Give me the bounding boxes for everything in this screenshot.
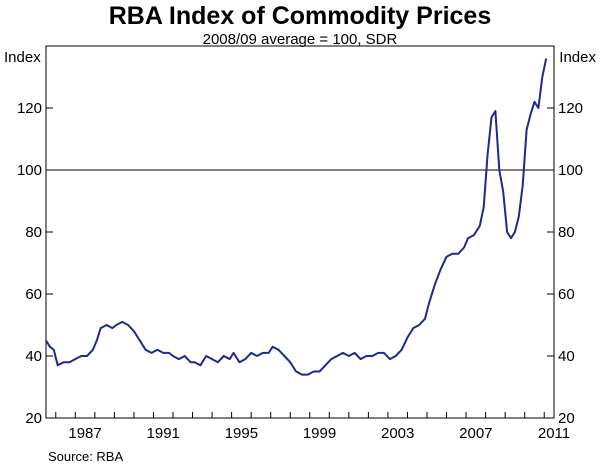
y-tick-label-left: 60	[25, 286, 42, 303]
y-tick-label-left: 80	[25, 224, 42, 241]
y-tick-label-right: 20	[558, 410, 575, 427]
y-tick-label-right: 100	[558, 162, 583, 179]
x-tick-label: 1999	[303, 425, 336, 442]
x-tick-label: 2003	[381, 425, 414, 442]
plot-frame	[45, 45, 555, 419]
source-note: Source: RBA	[48, 449, 123, 464]
x-tick-label: 1995	[225, 425, 258, 442]
x-tick-label: 1987	[68, 425, 101, 442]
chart-title: RBA Index of Commodity Prices	[109, 2, 491, 30]
y-tick-label-right: 120	[558, 100, 583, 117]
series-line-commodity-index	[45, 58, 548, 376]
y-tick-label-left: 40	[25, 348, 42, 365]
x-axis: 1987 1991 1995 1999 2003 2007 2011	[55, 412, 570, 442]
y-axis-right: 20 40 60 80 100 120	[547, 100, 583, 427]
y-tick-label-left: 120	[17, 100, 42, 117]
y-tick-label-left: 100	[17, 162, 42, 179]
y-tick-label-right: 80	[558, 224, 575, 241]
y-unit-left: Index	[4, 49, 41, 66]
y-unit-right: Index	[559, 49, 596, 66]
x-tick-label: 2011	[538, 425, 570, 442]
x-tick-label: 2007	[459, 425, 492, 442]
y-axis-left: 20 40 60 80 100 120	[17, 100, 53, 427]
x-tick-label: 1991	[147, 425, 180, 442]
chart-subtitle: 2008/09 average = 100, SDR	[203, 31, 398, 48]
y-tick-label-right: 40	[558, 348, 575, 365]
y-tick-label-right: 60	[558, 286, 575, 303]
y-tick-label-left: 20	[25, 410, 42, 427]
